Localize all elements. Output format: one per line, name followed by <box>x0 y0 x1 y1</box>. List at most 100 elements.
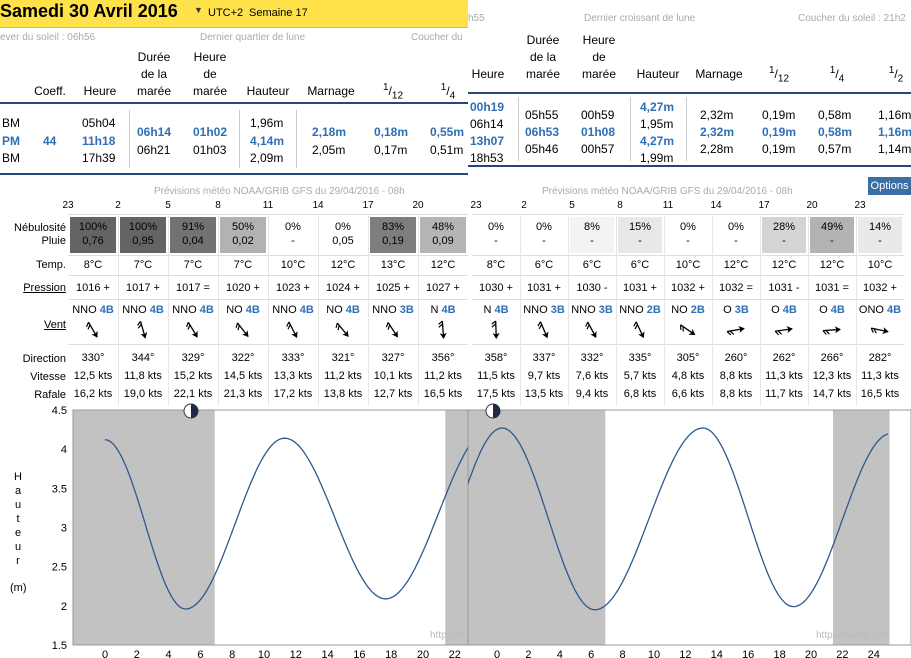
table-top-line <box>0 102 468 104</box>
sunset-text: Coucher du <box>411 32 463 43</box>
cloud-cover-value: 100% <box>78 221 108 233</box>
wind-force: 4B <box>779 304 797 316</box>
x-tick-label: 2 <box>134 649 140 658</box>
column-divider <box>418 214 419 406</box>
wind-direction-degrees: 356° <box>431 352 455 364</box>
wind-direction-degrees: 305° <box>676 352 700 364</box>
y-axis-label-letter: u <box>14 499 22 511</box>
label-vent[interactable]: Vent <box>43 319 66 331</box>
wind-direction-degrees: 330° <box>81 352 105 364</box>
tide-type: BM <box>2 151 20 165</box>
column-divider <box>318 214 319 406</box>
hour-label: 20 <box>412 200 424 211</box>
right-day-panel: h55 Dernier croissant de lune Coucher du… <box>468 0 911 658</box>
moon-phase-text: Dernier croissant de lune <box>584 13 696 24</box>
wind-direction-label: NNO 3B <box>520 304 568 316</box>
watermark: http://m <box>430 630 464 641</box>
wind-arrow-icon <box>335 322 349 337</box>
date-title: Samedi 30 Avril 2016 <box>0 1 178 21</box>
cloud-cover-cell <box>810 217 854 253</box>
wind-gust: 8,8 kts <box>719 388 753 400</box>
cloud-cover-value: 49% <box>820 221 844 233</box>
wind-compass: O <box>723 304 732 316</box>
wind-speed: 7,6 kts <box>575 370 609 382</box>
wind-arrow-icon <box>585 321 597 338</box>
x-tick-label: 4 <box>557 649 563 658</box>
cloud-cover-cell <box>120 217 166 253</box>
options-button[interactable]: Options <box>868 177 911 195</box>
timezone-label[interactable]: UTC+2 <box>208 7 244 19</box>
column-divider <box>520 214 521 406</box>
wind-direction-label: NO 2B <box>664 304 712 316</box>
table-bottom-line <box>0 173 468 175</box>
wind-gust: 17,5 kts <box>476 388 516 400</box>
wind-direction-degrees: 260° <box>724 352 748 364</box>
label-pression[interactable]: Pression <box>23 282 66 294</box>
temperature-value: 12°C <box>430 259 456 271</box>
wind-direction-label: NO 4B <box>218 304 268 316</box>
wind-speed: 14,5 kts <box>223 370 263 382</box>
tide-range: 2,32m <box>700 125 735 139</box>
wind-direction-label: NNO 2B <box>616 304 664 316</box>
column-divider <box>568 214 569 406</box>
wind-compass: NNO <box>172 304 197 316</box>
label-pluie: Pluie <box>41 235 66 247</box>
pressure-value: 1020 + <box>226 282 260 294</box>
plot-frame <box>72 409 468 646</box>
x-tick-label: 10 <box>648 649 660 658</box>
rain-value: - <box>494 235 498 247</box>
wind-direction-degrees: 322° <box>231 352 255 364</box>
tide-duration: 06h53 <box>525 125 560 139</box>
tide-type: PM <box>2 134 20 148</box>
x-tick-label: 16 <box>742 649 754 658</box>
tide-time: 18h53 <box>470 151 504 165</box>
wind-force: 3B <box>547 304 565 316</box>
header-quarter: 1/4 <box>440 82 456 102</box>
wind-direction-degrees: 262° <box>772 352 796 364</box>
wind-arrow-icon <box>385 322 398 338</box>
header-twelfth: 1/12 <box>768 65 790 85</box>
tide-time: 05h04 <box>82 116 116 130</box>
header-heure: Heure <box>83 84 117 98</box>
wind-force: 3B <box>595 304 613 316</box>
wind-force: 4B <box>146 304 164 316</box>
cloud-cover-value: 0% <box>728 221 744 233</box>
tide-height: 4,27m <box>640 134 675 148</box>
x-tick-label: 6 <box>588 649 594 658</box>
hour-label: 5 <box>165 200 171 211</box>
rain-value: - <box>830 235 834 247</box>
wind-direction-label: O 3B <box>712 304 760 316</box>
wind-compass: N <box>430 304 439 316</box>
moon-phase-text: Dernier quartier de lune <box>200 32 306 43</box>
wind-arrow-icon <box>822 326 841 335</box>
wind-force: 2B <box>687 304 705 316</box>
column-divider <box>664 214 665 406</box>
tide-half: 1,16m <box>878 108 911 122</box>
tide-curve <box>104 437 468 610</box>
wind-direction-degrees: 266° <box>820 352 844 364</box>
rain-value: - <box>542 235 546 247</box>
y-tick-label: 3.5 <box>52 483 67 495</box>
cloud-cover-cell <box>618 217 662 253</box>
chevron-down-icon[interactable]: ▼ <box>194 5 203 15</box>
wind-arrow-icon <box>438 320 447 339</box>
tide-hour: 01h02 <box>193 125 228 139</box>
x-tick-label: 4 <box>166 649 172 658</box>
table-bottom-line <box>468 165 911 167</box>
rain-value: - <box>638 235 642 247</box>
plot-frame <box>468 409 911 646</box>
wind-arrow-icon <box>726 326 745 336</box>
cloud-cover-cell <box>522 217 566 253</box>
tide-curve <box>468 427 889 611</box>
row-divider <box>472 299 904 300</box>
date-header-bar: Samedi 30 Avril 2016 ▼ UTC+2 Semaine 17 <box>0 0 468 28</box>
wind-gust: 6,8 kts <box>623 388 657 400</box>
tide-hour: 01h08 <box>581 125 616 139</box>
x-tick-label: 20 <box>417 649 429 658</box>
x-tick-label: 14 <box>321 649 333 658</box>
wind-compass: NNO <box>523 304 548 316</box>
row-divider <box>472 214 904 215</box>
wind-compass: O <box>819 304 828 316</box>
x-tick-label: 18 <box>773 649 785 658</box>
